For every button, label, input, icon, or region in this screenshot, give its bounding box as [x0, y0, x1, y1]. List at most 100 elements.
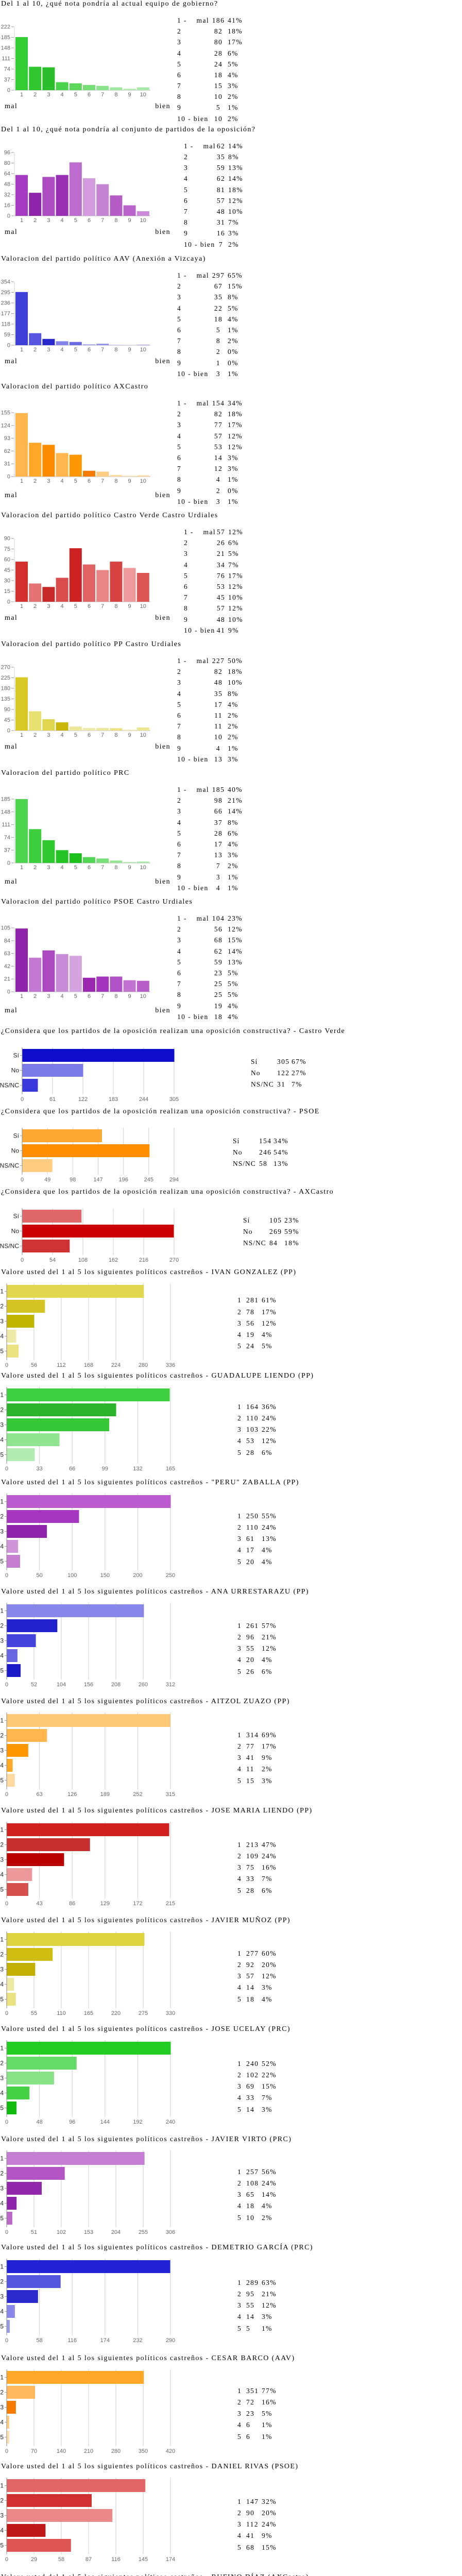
svg-text:135: 135: [1, 696, 10, 702]
svg-text:61: 61: [49, 1096, 56, 1103]
svg-text:2: 2: [33, 732, 37, 738]
svg-text:2: 2: [0, 1732, 4, 1739]
svg-text:4: 4: [61, 603, 64, 609]
svg-text:4: 4: [61, 732, 64, 738]
svg-text:7: 7: [101, 865, 104, 871]
svg-text:37: 37: [4, 77, 10, 83]
svg-text:153: 153: [84, 2229, 93, 2235]
svg-text:255: 255: [139, 2229, 148, 2235]
svg-text:6: 6: [88, 732, 91, 738]
svg-text:8: 8: [114, 217, 117, 224]
svg-text:1: 1: [0, 2045, 4, 2052]
svg-text:4: 4: [61, 217, 64, 224]
svg-text:59: 59: [4, 332, 10, 338]
svg-text:7: 7: [101, 993, 104, 999]
svg-text:5: 5: [74, 603, 77, 609]
svg-text:280: 280: [111, 2448, 121, 2454]
svg-text:148: 148: [1, 45, 10, 52]
svg-text:74: 74: [4, 66, 10, 73]
svg-text:4: 4: [0, 1762, 4, 1769]
svg-text:0: 0: [21, 1257, 24, 1263]
svg-text:2: 2: [0, 2278, 4, 2285]
svg-text:420: 420: [166, 2448, 175, 2454]
svg-text:48: 48: [36, 2119, 42, 2125]
svg-text:306: 306: [166, 2229, 175, 2235]
svg-text:4: 4: [61, 478, 64, 484]
svg-text:110: 110: [57, 2010, 66, 2016]
svg-text:2: 2: [0, 1951, 4, 1958]
svg-text:270: 270: [1, 665, 10, 671]
svg-text:86: 86: [69, 1901, 75, 1907]
svg-text:9: 9: [128, 92, 131, 98]
svg-text:4: 4: [61, 347, 64, 353]
svg-text:1: 1: [20, 478, 23, 484]
svg-text:3: 3: [0, 2293, 4, 2300]
svg-text:6: 6: [88, 478, 91, 484]
svg-text:208: 208: [111, 1682, 121, 1688]
svg-text:189: 189: [100, 1791, 110, 1798]
svg-text:3: 3: [0, 1856, 4, 1863]
svg-text:112: 112: [57, 1362, 66, 1368]
svg-text:8: 8: [114, 993, 117, 999]
svg-text:98: 98: [70, 1177, 76, 1183]
svg-text:30: 30: [4, 578, 10, 584]
svg-text:56: 56: [31, 1362, 37, 1368]
svg-text:215: 215: [166, 1901, 175, 1907]
svg-text:1: 1: [20, 603, 23, 609]
svg-text:1: 1: [20, 347, 23, 353]
svg-text:8: 8: [114, 732, 117, 738]
svg-text:9: 9: [128, 478, 131, 484]
svg-text:29: 29: [31, 2556, 37, 2563]
svg-text:3: 3: [47, 993, 50, 999]
svg-text:204: 204: [111, 2229, 121, 2235]
svg-text:1: 1: [20, 865, 23, 871]
svg-text:116: 116: [111, 2556, 121, 2563]
svg-text:126: 126: [67, 1791, 77, 1798]
svg-text:222: 222: [1, 24, 10, 30]
svg-text:99: 99: [102, 1466, 108, 1472]
svg-text:0: 0: [21, 1177, 24, 1183]
svg-text:0: 0: [5, 2229, 8, 2235]
svg-text:0: 0: [7, 989, 10, 995]
svg-text:10: 10: [140, 732, 146, 738]
svg-text:124: 124: [1, 422, 10, 429]
svg-text:2: 2: [33, 347, 37, 353]
svg-text:66: 66: [69, 1466, 75, 1472]
svg-text:232: 232: [133, 2337, 142, 2344]
svg-text:5: 5: [74, 478, 77, 484]
svg-text:1: 1: [0, 1717, 4, 1724]
svg-text:4: 4: [0, 2419, 4, 2426]
svg-text:330: 330: [166, 2010, 175, 2016]
svg-text:2: 2: [0, 1406, 4, 1414]
svg-text:0: 0: [5, 2337, 8, 2344]
svg-text:4: 4: [0, 1333, 4, 1340]
svg-text:10: 10: [140, 478, 146, 484]
svg-text:140: 140: [57, 2448, 66, 2454]
svg-text:225: 225: [1, 675, 10, 681]
svg-text:224: 224: [111, 1362, 121, 1368]
svg-text:1: 1: [0, 1607, 4, 1615]
svg-text:168: 168: [84, 1362, 93, 1368]
svg-text:75: 75: [4, 546, 10, 552]
svg-text:216: 216: [139, 1257, 148, 1263]
svg-text:0: 0: [7, 343, 10, 349]
svg-text:210: 210: [84, 2448, 93, 2454]
svg-text:1: 1: [0, 2263, 4, 2270]
svg-text:7: 7: [101, 217, 104, 224]
svg-text:3: 3: [47, 732, 50, 738]
svg-text:6: 6: [88, 347, 91, 353]
svg-text:0: 0: [5, 2556, 8, 2563]
svg-text:7: 7: [101, 732, 104, 738]
svg-text:Sí: Sí: [13, 1132, 20, 1140]
svg-text:350: 350: [139, 2448, 148, 2454]
svg-text:280: 280: [139, 1362, 148, 1368]
svg-text:8: 8: [114, 865, 117, 871]
svg-text:3: 3: [0, 2185, 4, 2192]
svg-text:2: 2: [0, 1622, 4, 1630]
svg-text:10: 10: [140, 865, 146, 871]
svg-text:129: 129: [100, 1901, 110, 1907]
svg-text:4: 4: [0, 1652, 4, 1659]
svg-text:0: 0: [7, 728, 10, 734]
svg-text:5: 5: [0, 2105, 4, 2112]
svg-text:84: 84: [4, 938, 10, 944]
